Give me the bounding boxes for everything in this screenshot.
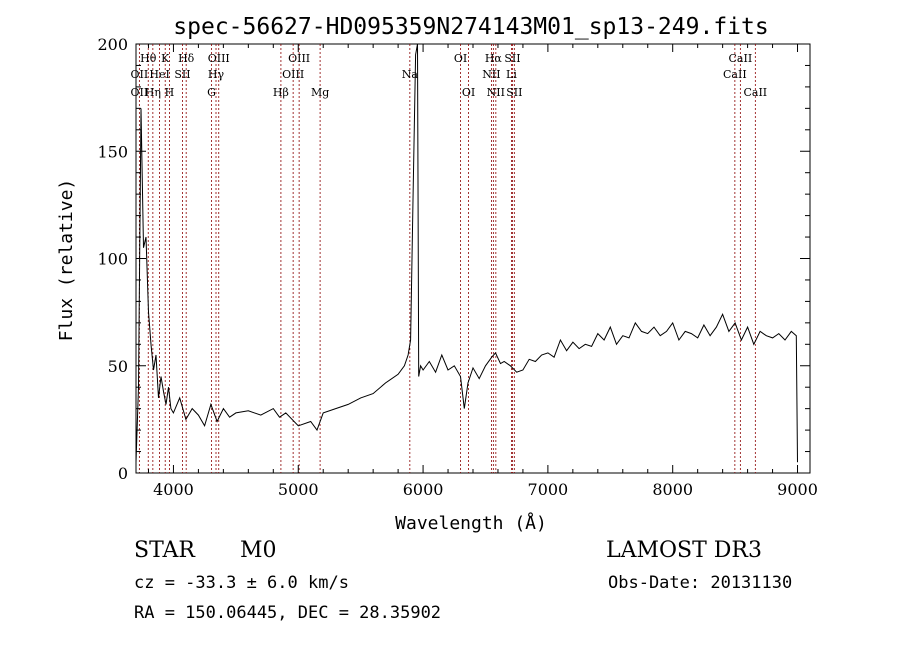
line-label: G [207,86,216,99]
line-label: CaII [729,52,753,65]
line-label: NII [482,68,500,81]
line-label: Na [402,68,419,81]
line-label: OI [454,52,467,65]
line-label: NII [487,86,505,99]
x-tick-label: 5000 [278,480,319,499]
line-label: SII [506,86,522,99]
line-label: OIII [288,52,310,65]
line-label: Hβ [273,86,289,99]
y-tick-label: 200 [97,35,128,54]
line-label: K [161,52,170,65]
y-tick-label: 50 [108,357,128,376]
y-axis-ticks: 0 50 100 150 200 [97,35,810,483]
chart-title: spec-56627-HD095359N274143M01_sp13-249.f… [173,14,768,40]
object-class: STAR [134,538,195,563]
line-label: CaII [743,86,767,99]
x-tick-label: 9000 [777,480,818,499]
y-tick-label: 150 [97,142,128,161]
line-label: OIII [208,52,230,65]
line-label: OII [131,86,149,99]
line-label: OII [131,68,149,81]
line-markers [138,44,756,473]
line-label: Mg [311,86,329,99]
line-label: OIII [282,68,304,81]
line-label: SII [504,52,520,65]
x-axis-label: Wavelength (Å) [395,512,547,534]
x-tick-label: 7000 [528,480,569,499]
line-label: OI [462,86,475,99]
x-tick-label: 6000 [403,480,444,499]
plot-frame [135,43,811,474]
line-label: Hδ [178,52,195,65]
x-tick-label: 4000 [153,480,194,499]
spectrum-line [135,43,798,463]
line-label: H [165,86,175,99]
line-label: CaII [723,68,747,81]
line-label: Hη [145,86,161,99]
line-label: Hθ [140,52,157,65]
redshift-value: cz = -33.3 ± 6.0 km/s [134,573,349,593]
line-label: Li [506,68,517,81]
x-axis-ticks: 4000 5000 6000 7000 8000 9000 [147,44,818,499]
x-tick-label: 8000 [652,480,693,499]
y-tick-label: 0 [118,464,128,483]
y-axis-label: Flux (relative) [56,179,77,342]
y-tick-label: 100 [97,250,128,269]
line-label: SII [174,68,190,81]
survey-name: LAMOST DR3 [606,538,762,563]
line-label: Hα [485,52,503,65]
object-subclass: M0 [240,538,277,563]
obs-date: Obs-Date: 20131130 [608,573,793,593]
line-label: HeI [149,68,169,81]
coordinates: RA = 150.06445, DEC = 28.35902 [134,603,442,623]
line-label: Hγ [208,68,225,81]
